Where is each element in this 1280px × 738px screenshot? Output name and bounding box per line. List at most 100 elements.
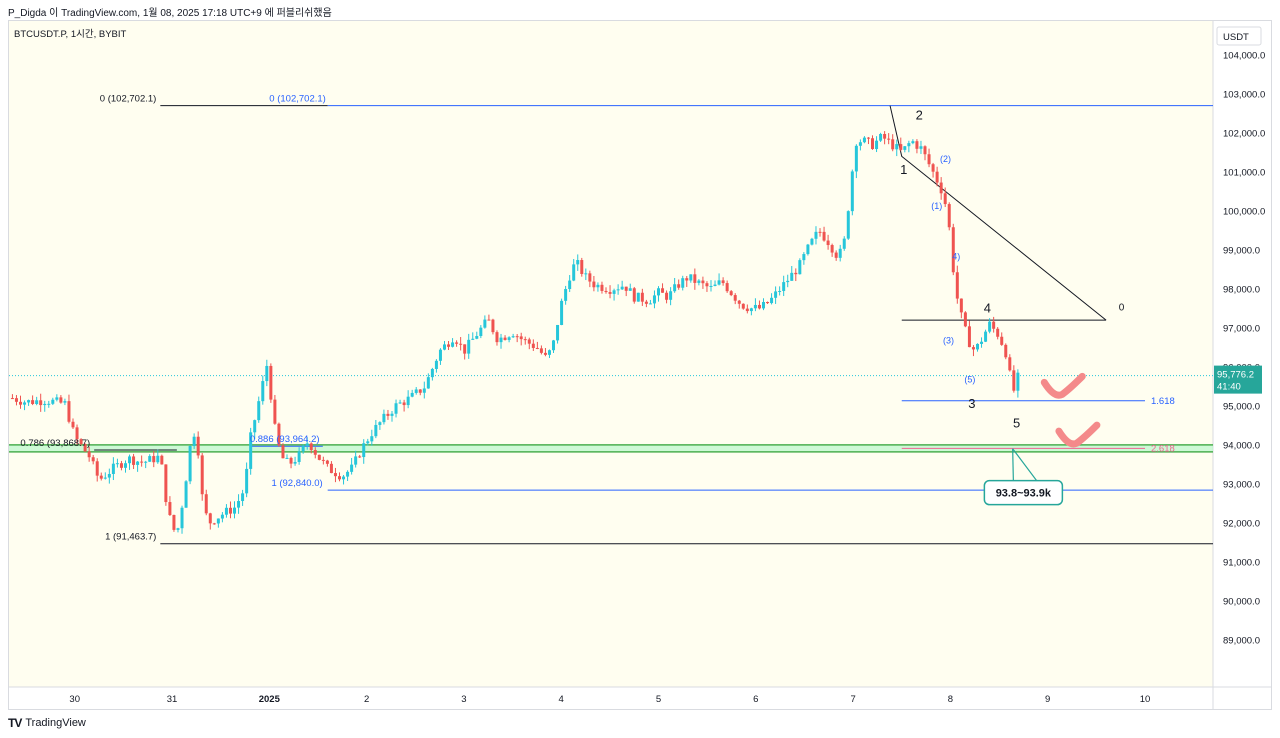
candle-body	[253, 420, 257, 433]
y-tick-label: 101,000.0	[1223, 167, 1265, 178]
candle-body	[794, 272, 798, 275]
candle-body	[996, 328, 1000, 337]
fib-level-label: 0.886 (93,964.2)	[250, 434, 320, 445]
candle-body	[866, 137, 870, 139]
y-tick-label: 102,000.0	[1223, 128, 1265, 139]
x-tick-label: 31	[167, 694, 178, 705]
countdown-label: 41:40	[1217, 382, 1241, 393]
candle-body	[640, 292, 644, 302]
candle-body	[507, 337, 511, 340]
candle-body	[648, 303, 652, 305]
candle-body	[487, 319, 491, 321]
candle-body	[895, 144, 899, 150]
candle-body	[786, 280, 790, 283]
fib-level-label: 1 (91,463.7)	[105, 532, 156, 543]
candle-body	[572, 264, 576, 281]
candle-body	[463, 344, 467, 354]
fib-level-label: 0.786 (93,868.7)	[20, 438, 90, 449]
candle-body	[915, 141, 919, 149]
candle-body	[576, 260, 580, 265]
y-tick-label: 91,000.0	[1223, 557, 1260, 568]
fib-level-label: 0 (102,702.1)	[100, 94, 157, 105]
candle-body	[858, 142, 862, 146]
candle-body	[79, 439, 83, 445]
candle-body	[14, 398, 18, 402]
candlestick-chart[interactable]: 105,000.0 104,000.0 103,000.0 102,000.0 101,…	[9, 21, 1271, 709]
candle-body	[552, 340, 556, 351]
candle-body	[939, 182, 943, 194]
candle-body	[176, 528, 180, 530]
candle-body	[374, 424, 378, 437]
candle-body	[370, 436, 374, 442]
candle-body	[681, 278, 685, 288]
candle-body	[600, 284, 604, 291]
candle-body	[644, 301, 648, 304]
y-tick-label: 95,000.0	[1223, 401, 1260, 412]
candle-body	[350, 464, 354, 472]
price-axis-background	[1213, 21, 1271, 709]
candle-body	[261, 381, 265, 402]
candle-body	[782, 282, 786, 291]
candle-body	[329, 463, 333, 474]
candle-body	[963, 312, 967, 327]
candle-body	[265, 365, 269, 382]
candle-body	[673, 284, 677, 292]
candle-body	[919, 146, 923, 149]
candle-body	[442, 344, 446, 350]
x-tick-label: 10	[1140, 694, 1151, 705]
candle-body	[447, 344, 451, 347]
candle-body	[608, 292, 612, 294]
candle-body	[281, 445, 285, 459]
brand-name[interactable]: TradingView	[25, 717, 86, 729]
candle-body	[87, 451, 91, 458]
candle-body	[333, 473, 337, 477]
candle-body	[705, 283, 709, 287]
candle-body	[91, 457, 95, 462]
candle-body	[511, 336, 515, 338]
candle-body	[503, 337, 507, 340]
y-tick-label: 104,000.0	[1223, 51, 1265, 62]
wave-label: (1)	[931, 201, 942, 211]
y-tick-label: 98,000.0	[1223, 284, 1260, 295]
chart-frame[interactable]: 105,000.0 104,000.0 103,000.0 102,000.0 101,…	[8, 20, 1272, 710]
candle-body	[422, 388, 426, 393]
y-tick-label: 90,000.0	[1223, 596, 1260, 607]
candle-body	[285, 457, 289, 459]
candle-body	[297, 451, 301, 462]
extension-label: 1.618	[1151, 396, 1175, 407]
candle-body	[71, 421, 75, 428]
candle-body	[854, 145, 858, 172]
candle-body	[168, 502, 172, 515]
tradingview-logo-icon[interactable]: TV	[8, 716, 22, 730]
candle-body	[180, 507, 184, 529]
candle-body	[947, 204, 951, 228]
candle-body	[701, 280, 705, 284]
candle-body	[943, 193, 947, 205]
candle-body	[535, 347, 539, 349]
candle-body	[63, 401, 67, 403]
candle-body	[980, 341, 984, 344]
candle-body	[560, 300, 564, 325]
candle-body	[430, 368, 434, 378]
candle-body	[301, 445, 305, 452]
candle-body	[527, 339, 531, 344]
candle-body	[778, 290, 782, 292]
check-mark	[1040, 372, 1086, 399]
candle-body	[693, 274, 697, 283]
candle-body	[592, 281, 596, 288]
candle-body	[725, 283, 729, 292]
candle-body	[871, 138, 875, 150]
candle-body	[200, 455, 204, 495]
candle-body	[402, 402, 406, 406]
candle-body	[971, 347, 975, 350]
callout-box	[983, 479, 1064, 506]
candle-body	[128, 456, 132, 464]
candle-body	[975, 343, 979, 350]
wave-label: (5)	[964, 374, 975, 384]
candle-body	[115, 463, 119, 465]
candle-body	[959, 298, 963, 313]
candle-body	[846, 211, 850, 239]
candle-body	[967, 326, 971, 348]
candle-body	[273, 399, 277, 424]
candle-body	[515, 336, 519, 338]
